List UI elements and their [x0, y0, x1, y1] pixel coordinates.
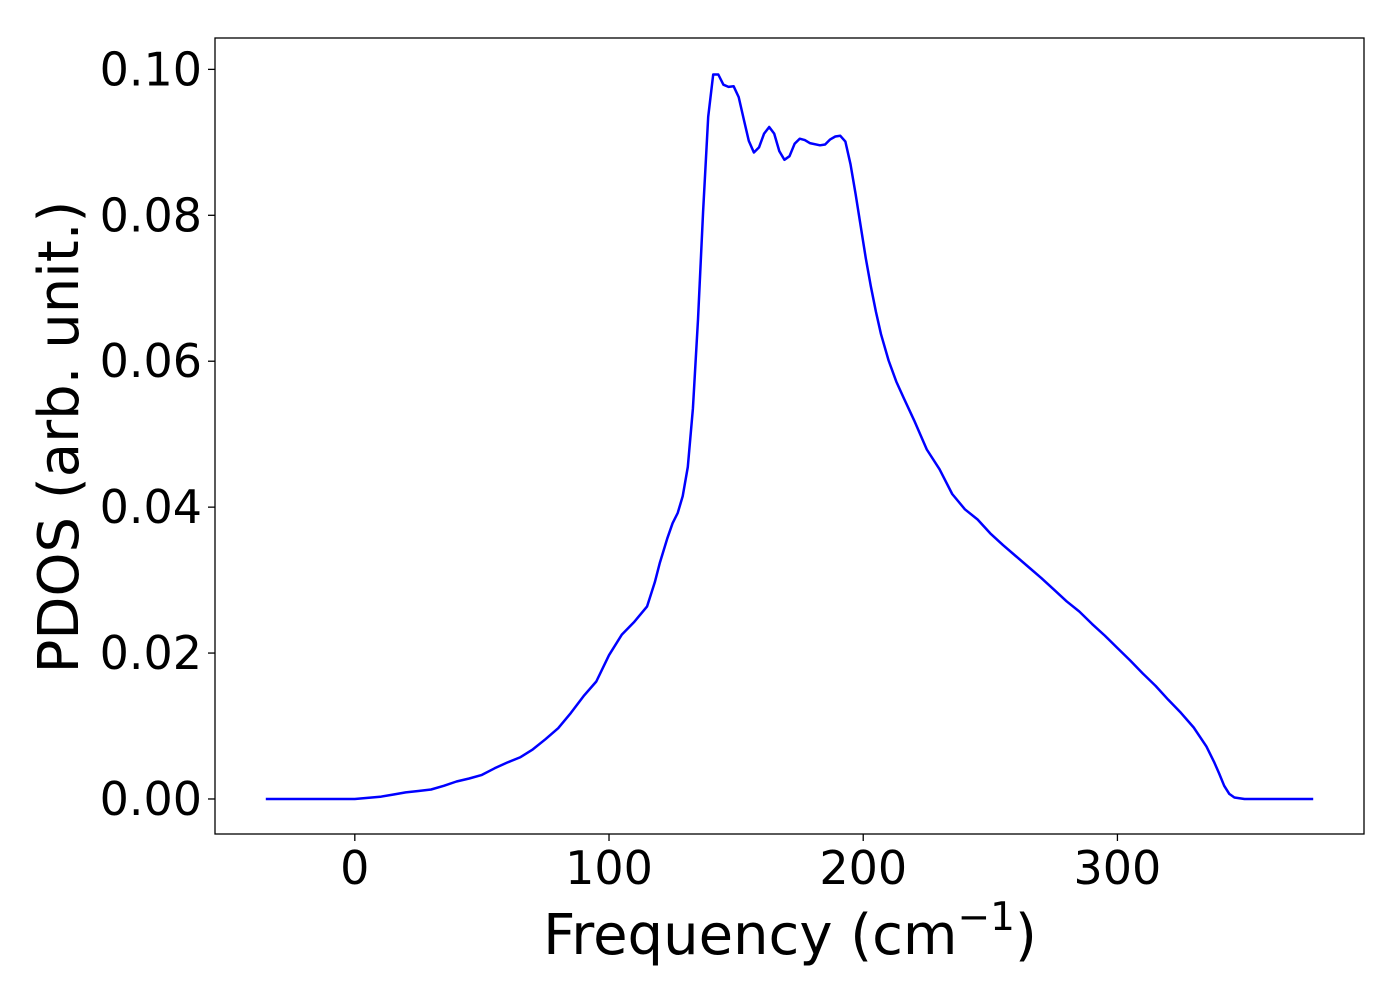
x-axis-label-close: )	[1015, 903, 1037, 968]
y-axis-label: PDOS (arb. unit.)	[27, 201, 92, 674]
x-axis-label-text: Frequency (cm	[543, 903, 957, 968]
y-tick-label: 0.06	[100, 334, 202, 388]
y-tick-label: 0.02	[100, 626, 202, 680]
y-tick-label: 0.04	[100, 480, 202, 534]
x-tick-label: 0	[340, 841, 369, 895]
y-tick-label: 0.08	[100, 188, 202, 242]
pdos-line	[265, 73, 1314, 801]
y-tick-label: 0.00	[100, 772, 202, 826]
x-axis-label-exponent: −1	[957, 895, 1015, 940]
axes-frame	[214, 37, 1365, 835]
x-tick-label: 200	[819, 841, 907, 895]
y-axis-ticks: 0.00 0.02 0.04 0.06 0.08 0.10	[100, 42, 215, 826]
plot-area	[265, 73, 1314, 801]
x-tick-label: 300	[1074, 841, 1162, 895]
x-axis-label: Frequency (cm−1)	[543, 895, 1037, 968]
x-tick-label: 100	[565, 841, 653, 895]
x-axis-ticks: 0 100 200 300	[340, 834, 1161, 895]
y-tick-label: 0.10	[100, 42, 202, 96]
